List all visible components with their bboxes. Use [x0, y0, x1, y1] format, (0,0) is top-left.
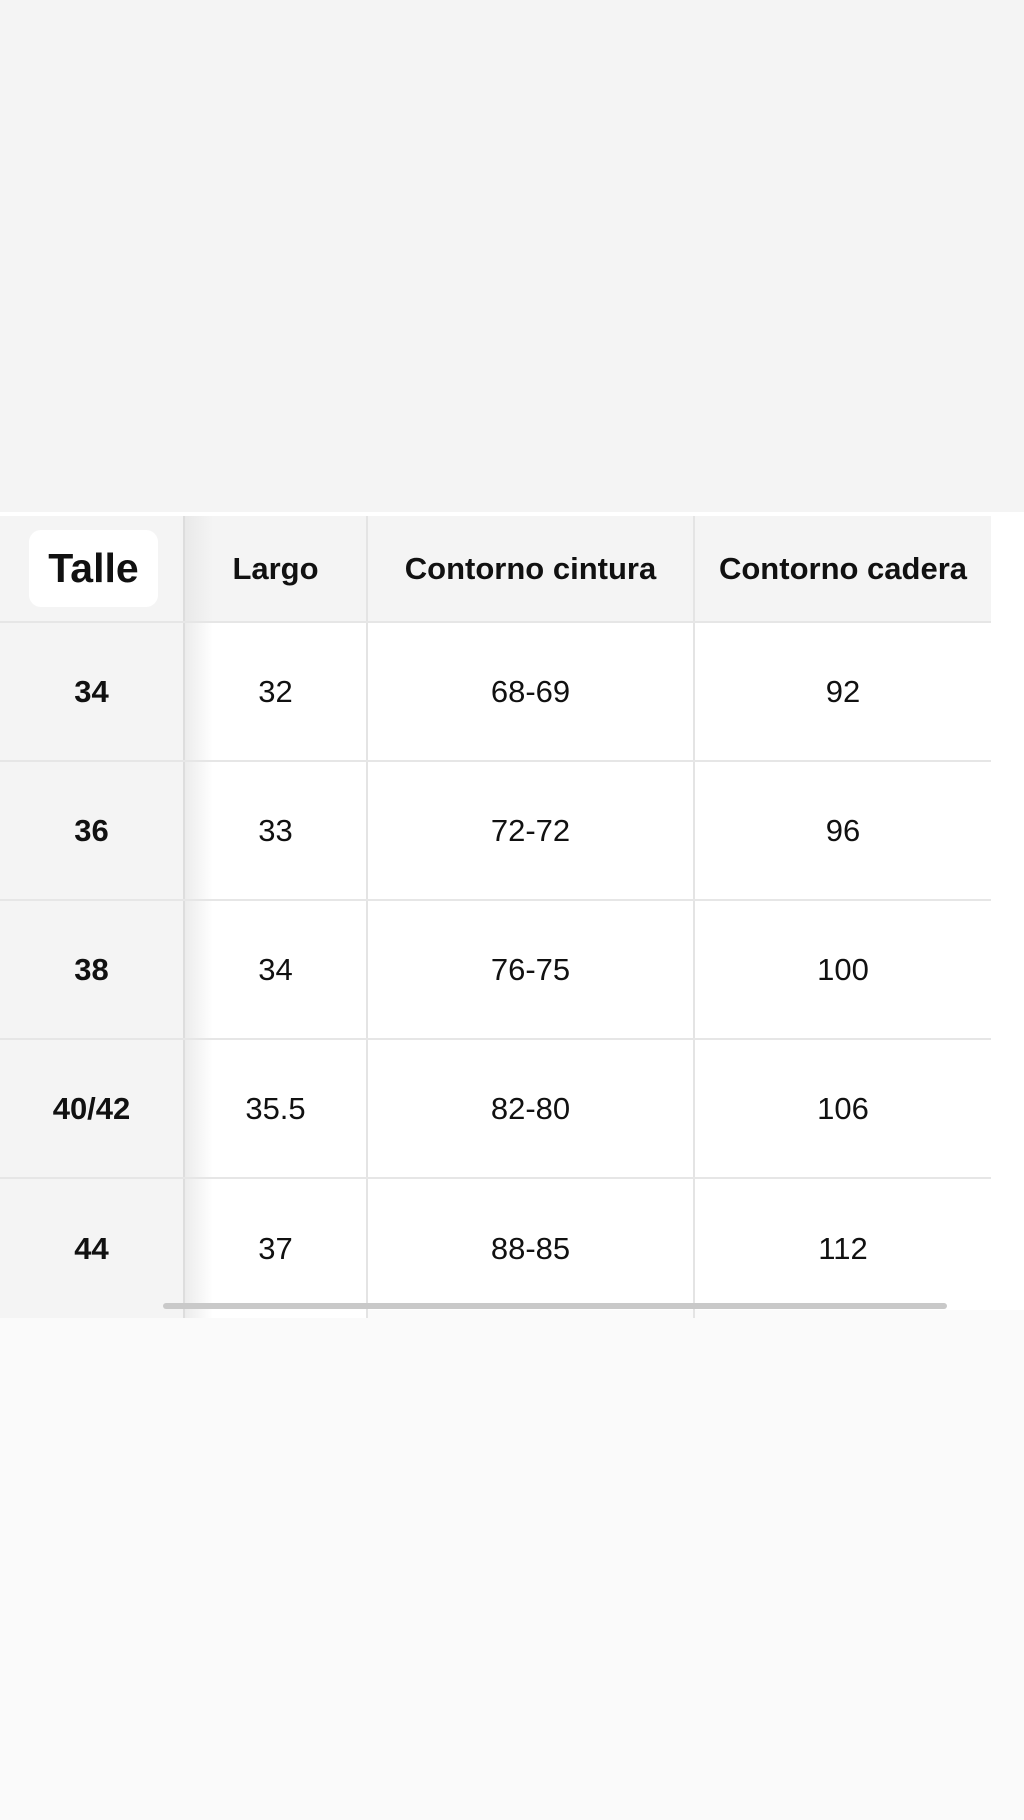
header-contorno-cintura: Contorno cintura [368, 516, 695, 621]
header-talle-cell: Talle [0, 516, 185, 621]
cell-cadera: 112 [818, 1230, 868, 1266]
header-talle: Talle [29, 530, 158, 607]
horizontal-scrollbar[interactable] [163, 1303, 947, 1309]
cell-largo: 35.5 [185, 1040, 368, 1177]
top-blank-area [0, 0, 1024, 512]
cell-cadera: 96 [825, 812, 861, 848]
cell-cintura: 68-69 [368, 623, 695, 760]
cell-cintura: 72-72 [368, 762, 695, 899]
size-table: Talle Largo Contorno cintura Contorno ca… [0, 516, 991, 1318]
table-row: 34 32 68-69 92 [0, 623, 991, 762]
size-table-container[interactable]: Talle Largo Contorno cintura Contorno ca… [0, 512, 1024, 1318]
cell-cadera: 106 [817, 1090, 869, 1126]
cell-largo: 34 [185, 901, 368, 1038]
table-row: 40/42 35.5 82-80 106 [0, 1040, 991, 1179]
cell-largo: 33 [185, 762, 368, 899]
cell-cadera: 100 [817, 951, 869, 987]
cell-talle: 36 [0, 762, 185, 899]
cell-cintura: 82-80 [368, 1040, 695, 1177]
header-contorno-cadera: Contorno cadera [718, 550, 968, 586]
header-largo: Largo [185, 516, 368, 621]
cell-largo: 37 [185, 1179, 368, 1318]
cell-largo: 32 [185, 623, 368, 760]
cell-cadera: 92 [825, 673, 861, 709]
cell-talle: 34 [0, 623, 185, 760]
cell-cintura: 88-85 [368, 1179, 695, 1318]
table-row: 44 37 88-85 112 [0, 1179, 991, 1318]
table-header-row: Talle Largo Contorno cintura Contorno ca… [0, 516, 991, 623]
cell-talle: 38 [0, 901, 185, 1038]
table-row: 38 34 76-75 100 [0, 901, 991, 1040]
cell-talle: 40/42 [0, 1040, 185, 1177]
cell-cintura: 76-75 [368, 901, 695, 1038]
cell-talle: 44 [0, 1179, 185, 1318]
table-row: 36 33 72-72 96 [0, 762, 991, 901]
